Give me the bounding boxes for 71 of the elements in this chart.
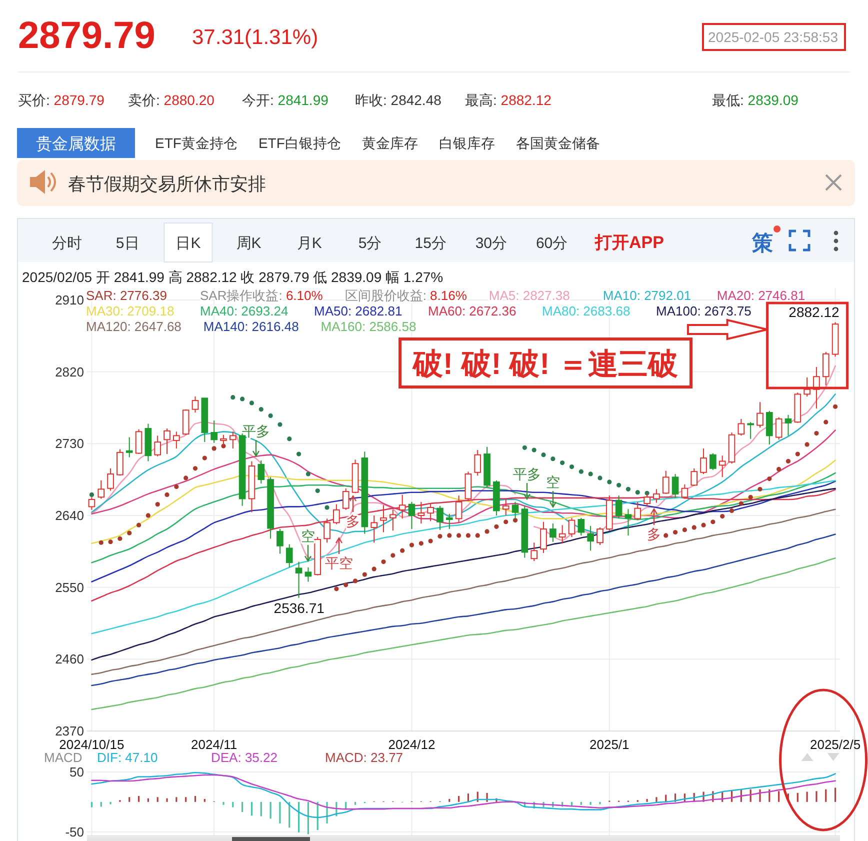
y-tick-label: 2910: [55, 292, 84, 308]
text: MA50: 2682.81: [314, 304, 402, 318]
text: 2879.79: [18, 15, 156, 57]
text: MA20: 2746.81: [716, 288, 806, 303]
text: 日K: [176, 235, 201, 252]
text: 打开APP: [594, 233, 664, 252]
text: ETF白银持仓: [258, 135, 341, 151]
series-label: DIF: 47.10: [97, 750, 158, 765]
text: 今开: 2841.99: [242, 92, 329, 108]
y-tick-label: 2730: [55, 436, 84, 452]
annotation: 多: [346, 513, 360, 529]
text: 5日: [116, 235, 140, 252]
text: 最高: 2882.12: [465, 92, 552, 108]
text: 5分: [358, 235, 382, 252]
text: ETF黄金持仓: [155, 135, 238, 151]
annotation: 破! 破! 破! ＝連三破: [412, 348, 678, 381]
annotation: 平空: [325, 555, 353, 571]
x-tick-label: 2024/11: [191, 737, 238, 752]
text: MA100: 2673.75: [656, 304, 752, 318]
text: 策: [751, 232, 773, 255]
text: MA10: 2792.01: [602, 288, 692, 303]
annotation: SAR操作收益: 6.10%: [200, 288, 324, 303]
text: MA40: 2693.24: [200, 304, 288, 318]
series-label: DEA: 35.22: [211, 750, 278, 765]
text: MA60: 2672.36: [428, 304, 516, 318]
y-tick-label: 2820: [55, 364, 84, 380]
y-tick-label: 2370: [55, 724, 84, 738]
y-tick-label: 2640: [55, 508, 84, 523]
text: 周K: [236, 235, 262, 252]
text: 买价: 2879.79: [18, 92, 105, 108]
y-tick-label: -50: [65, 824, 84, 840]
annotation: 空: [301, 528, 315, 544]
x-tick-label: 2025/1: [590, 737, 630, 752]
text: MA120: 2647.68: [86, 319, 182, 334]
text: MACD: 23.77: [325, 750, 404, 765]
text: MA5: 2827.38: [488, 288, 570, 303]
text: 2025-02-05 23:58:53: [708, 29, 838, 45]
text: MA160: 2586.58: [320, 319, 416, 334]
text: 昨收: 2842.48: [355, 92, 442, 108]
text: 30分: [475, 235, 508, 252]
text: MA80: 2683.68: [542, 304, 630, 318]
text: MA30: 2709.18: [86, 304, 174, 318]
text: 分时: [52, 235, 82, 252]
chart-subtitle: 2025/02/05 开 2841.99 高 2882.12 收 2879.79 低 2839.09 幅 1.27%: [22, 269, 444, 285]
text: SAR: 2776.39: [86, 288, 167, 303]
annotation: 2882.12: [788, 304, 840, 320]
text: 贵金属数据: [36, 135, 116, 153]
text: 春节假期交易所休市安排: [68, 174, 266, 194]
annotation: 2536.71: [274, 600, 325, 616]
text: 卖价: 2880.20: [128, 92, 215, 108]
annotation: 区间股价收益: 8.16%: [344, 288, 468, 303]
y-tick-label: 2460: [55, 652, 84, 667]
x-tick-label: 2025/2/5: [810, 737, 861, 752]
annotation: 空: [546, 474, 560, 490]
y-tick-label: 2550: [55, 580, 84, 595]
text: 月K: [296, 235, 322, 252]
text: 白银库存: [438, 135, 495, 151]
x-tick-label: 2024/10/15: [59, 737, 124, 752]
text: MA140: 2616.48: [203, 319, 299, 334]
text: 各国黄金储备: [516, 135, 600, 151]
chart-title: MACD: [44, 750, 82, 765]
text: 黄金库存: [362, 135, 418, 151]
annotation: 平多: [513, 466, 541, 482]
text: 最低: 2839.09: [712, 92, 799, 108]
y-tick-label: 50: [70, 764, 84, 780]
text: 37.31(1.31%): [192, 26, 318, 49]
x-tick-label: 2024/12: [388, 737, 436, 752]
text: 15分: [414, 235, 446, 252]
annotation: 多: [647, 526, 661, 542]
annotation: 平多: [242, 423, 270, 439]
text: 60分: [536, 235, 568, 252]
